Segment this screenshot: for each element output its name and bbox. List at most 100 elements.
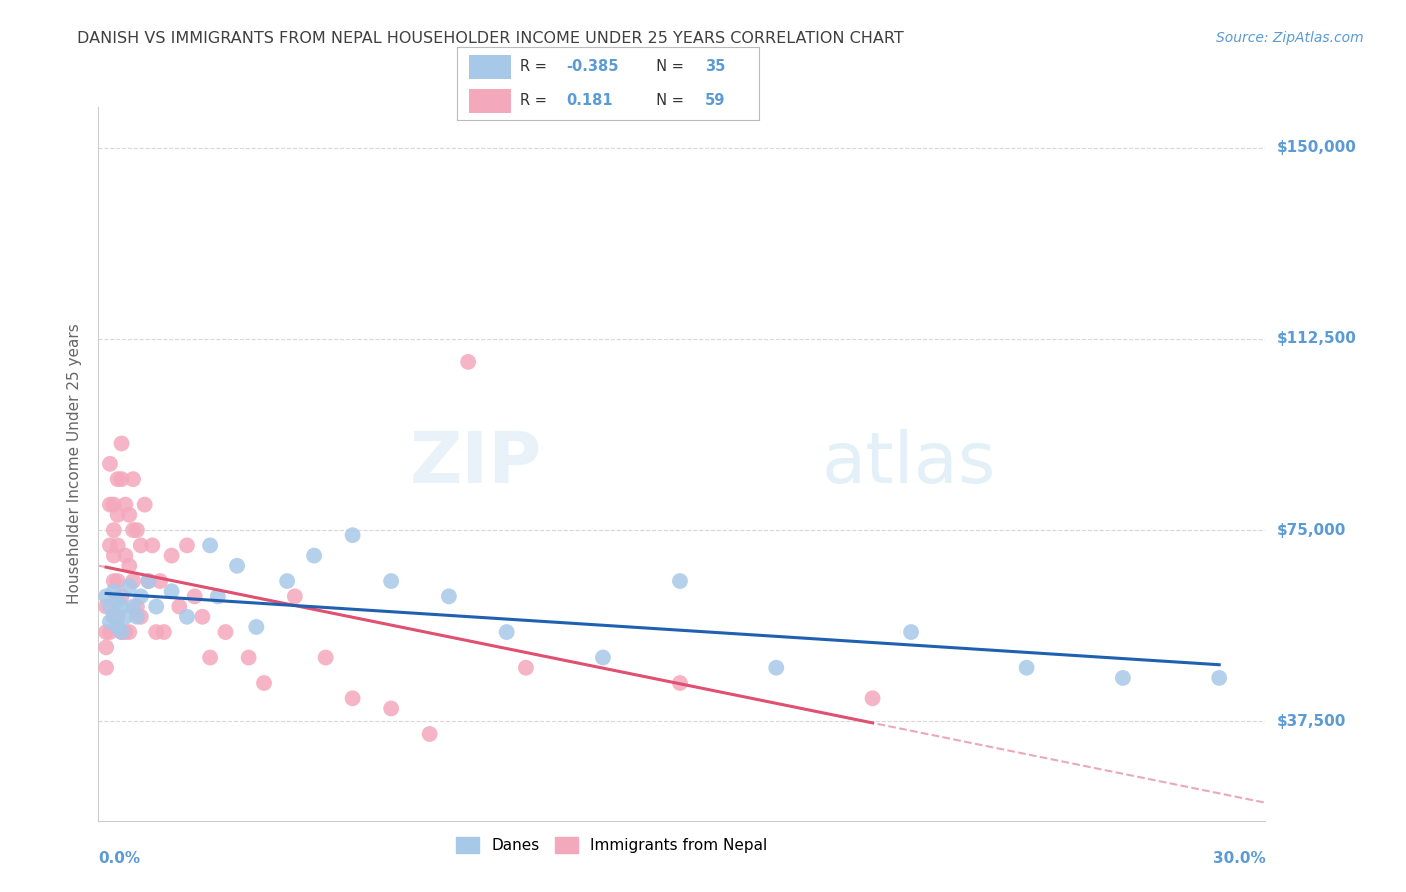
Point xyxy=(114,549,136,563)
Point xyxy=(315,650,337,665)
Point xyxy=(118,508,141,522)
Point xyxy=(107,508,129,522)
Point xyxy=(122,472,145,486)
Point xyxy=(129,609,152,624)
Point xyxy=(94,661,117,675)
Point xyxy=(107,594,129,608)
Point xyxy=(226,558,249,573)
Point xyxy=(765,661,787,675)
Point xyxy=(125,609,148,624)
Text: ZIP: ZIP xyxy=(409,429,541,499)
Point xyxy=(134,498,156,512)
Point xyxy=(98,498,121,512)
Point xyxy=(103,609,125,624)
Point xyxy=(103,609,125,624)
Point xyxy=(214,625,236,640)
Point xyxy=(110,436,132,450)
Text: 35: 35 xyxy=(704,59,725,74)
Point xyxy=(141,538,163,552)
Point xyxy=(437,590,460,604)
Legend: Danes, Immigrants from Nepal: Danes, Immigrants from Nepal xyxy=(450,831,773,859)
Point xyxy=(98,625,121,640)
Point xyxy=(107,609,129,624)
Point xyxy=(245,620,267,634)
Point xyxy=(138,574,160,588)
Point xyxy=(176,609,198,624)
Point xyxy=(103,549,125,563)
Point xyxy=(103,584,125,599)
Point xyxy=(183,590,205,604)
Point xyxy=(103,523,125,537)
Point xyxy=(380,574,402,588)
Point xyxy=(110,472,132,486)
Text: -0.385: -0.385 xyxy=(565,59,619,74)
Text: 0.181: 0.181 xyxy=(565,93,613,108)
FancyBboxPatch shape xyxy=(470,89,512,113)
Point xyxy=(238,650,260,665)
Point xyxy=(669,676,692,690)
Point xyxy=(342,528,364,542)
Point xyxy=(114,625,136,640)
Point xyxy=(169,599,191,614)
Point xyxy=(94,640,117,655)
Text: 30.0%: 30.0% xyxy=(1212,851,1265,866)
Text: N =: N = xyxy=(647,93,689,108)
Point xyxy=(495,625,517,640)
Text: atlas: atlas xyxy=(823,429,997,499)
Point xyxy=(1112,671,1135,685)
Text: $112,500: $112,500 xyxy=(1277,332,1357,346)
Point xyxy=(94,599,117,614)
Point xyxy=(862,691,884,706)
Point xyxy=(302,549,325,563)
Point xyxy=(129,590,152,604)
Point xyxy=(107,538,129,552)
Point xyxy=(118,625,141,640)
Point xyxy=(160,549,183,563)
Point xyxy=(98,538,121,552)
Point xyxy=(198,650,221,665)
Point xyxy=(900,625,922,640)
Point xyxy=(457,355,479,369)
Point xyxy=(94,590,117,604)
Point xyxy=(114,498,136,512)
Point xyxy=(380,701,402,715)
Point xyxy=(129,538,152,552)
Point xyxy=(107,472,129,486)
Text: $75,000: $75,000 xyxy=(1277,523,1346,538)
Point xyxy=(515,661,537,675)
Point xyxy=(145,599,167,614)
Point xyxy=(592,650,614,665)
Point xyxy=(276,574,298,588)
Point xyxy=(253,676,276,690)
Point xyxy=(138,574,160,588)
Point xyxy=(122,599,145,614)
Point xyxy=(149,574,172,588)
Point xyxy=(118,558,141,573)
Point xyxy=(207,590,229,604)
Point xyxy=(118,579,141,593)
Text: R =: R = xyxy=(520,93,553,108)
Text: Source: ZipAtlas.com: Source: ZipAtlas.com xyxy=(1216,31,1364,45)
Text: N =: N = xyxy=(647,59,689,74)
Point xyxy=(107,620,129,634)
Point xyxy=(125,599,148,614)
Point xyxy=(110,625,132,640)
Point xyxy=(198,538,221,552)
Point xyxy=(145,625,167,640)
Point xyxy=(107,574,129,588)
Point xyxy=(122,574,145,588)
Point xyxy=(110,590,132,604)
Point xyxy=(669,574,692,588)
Point xyxy=(110,625,132,640)
Y-axis label: Householder Income Under 25 years: Householder Income Under 25 years xyxy=(67,324,83,604)
Text: DANISH VS IMMIGRANTS FROM NEPAL HOUSEHOLDER INCOME UNDER 25 YEARS CORRELATION CH: DANISH VS IMMIGRANTS FROM NEPAL HOUSEHOL… xyxy=(77,31,904,46)
Point xyxy=(103,498,125,512)
Point xyxy=(114,609,136,624)
Point xyxy=(125,523,148,537)
Point xyxy=(191,609,214,624)
Point xyxy=(342,691,364,706)
Point xyxy=(176,538,198,552)
Point xyxy=(98,615,121,629)
Point xyxy=(419,727,441,741)
Text: 59: 59 xyxy=(704,93,725,108)
